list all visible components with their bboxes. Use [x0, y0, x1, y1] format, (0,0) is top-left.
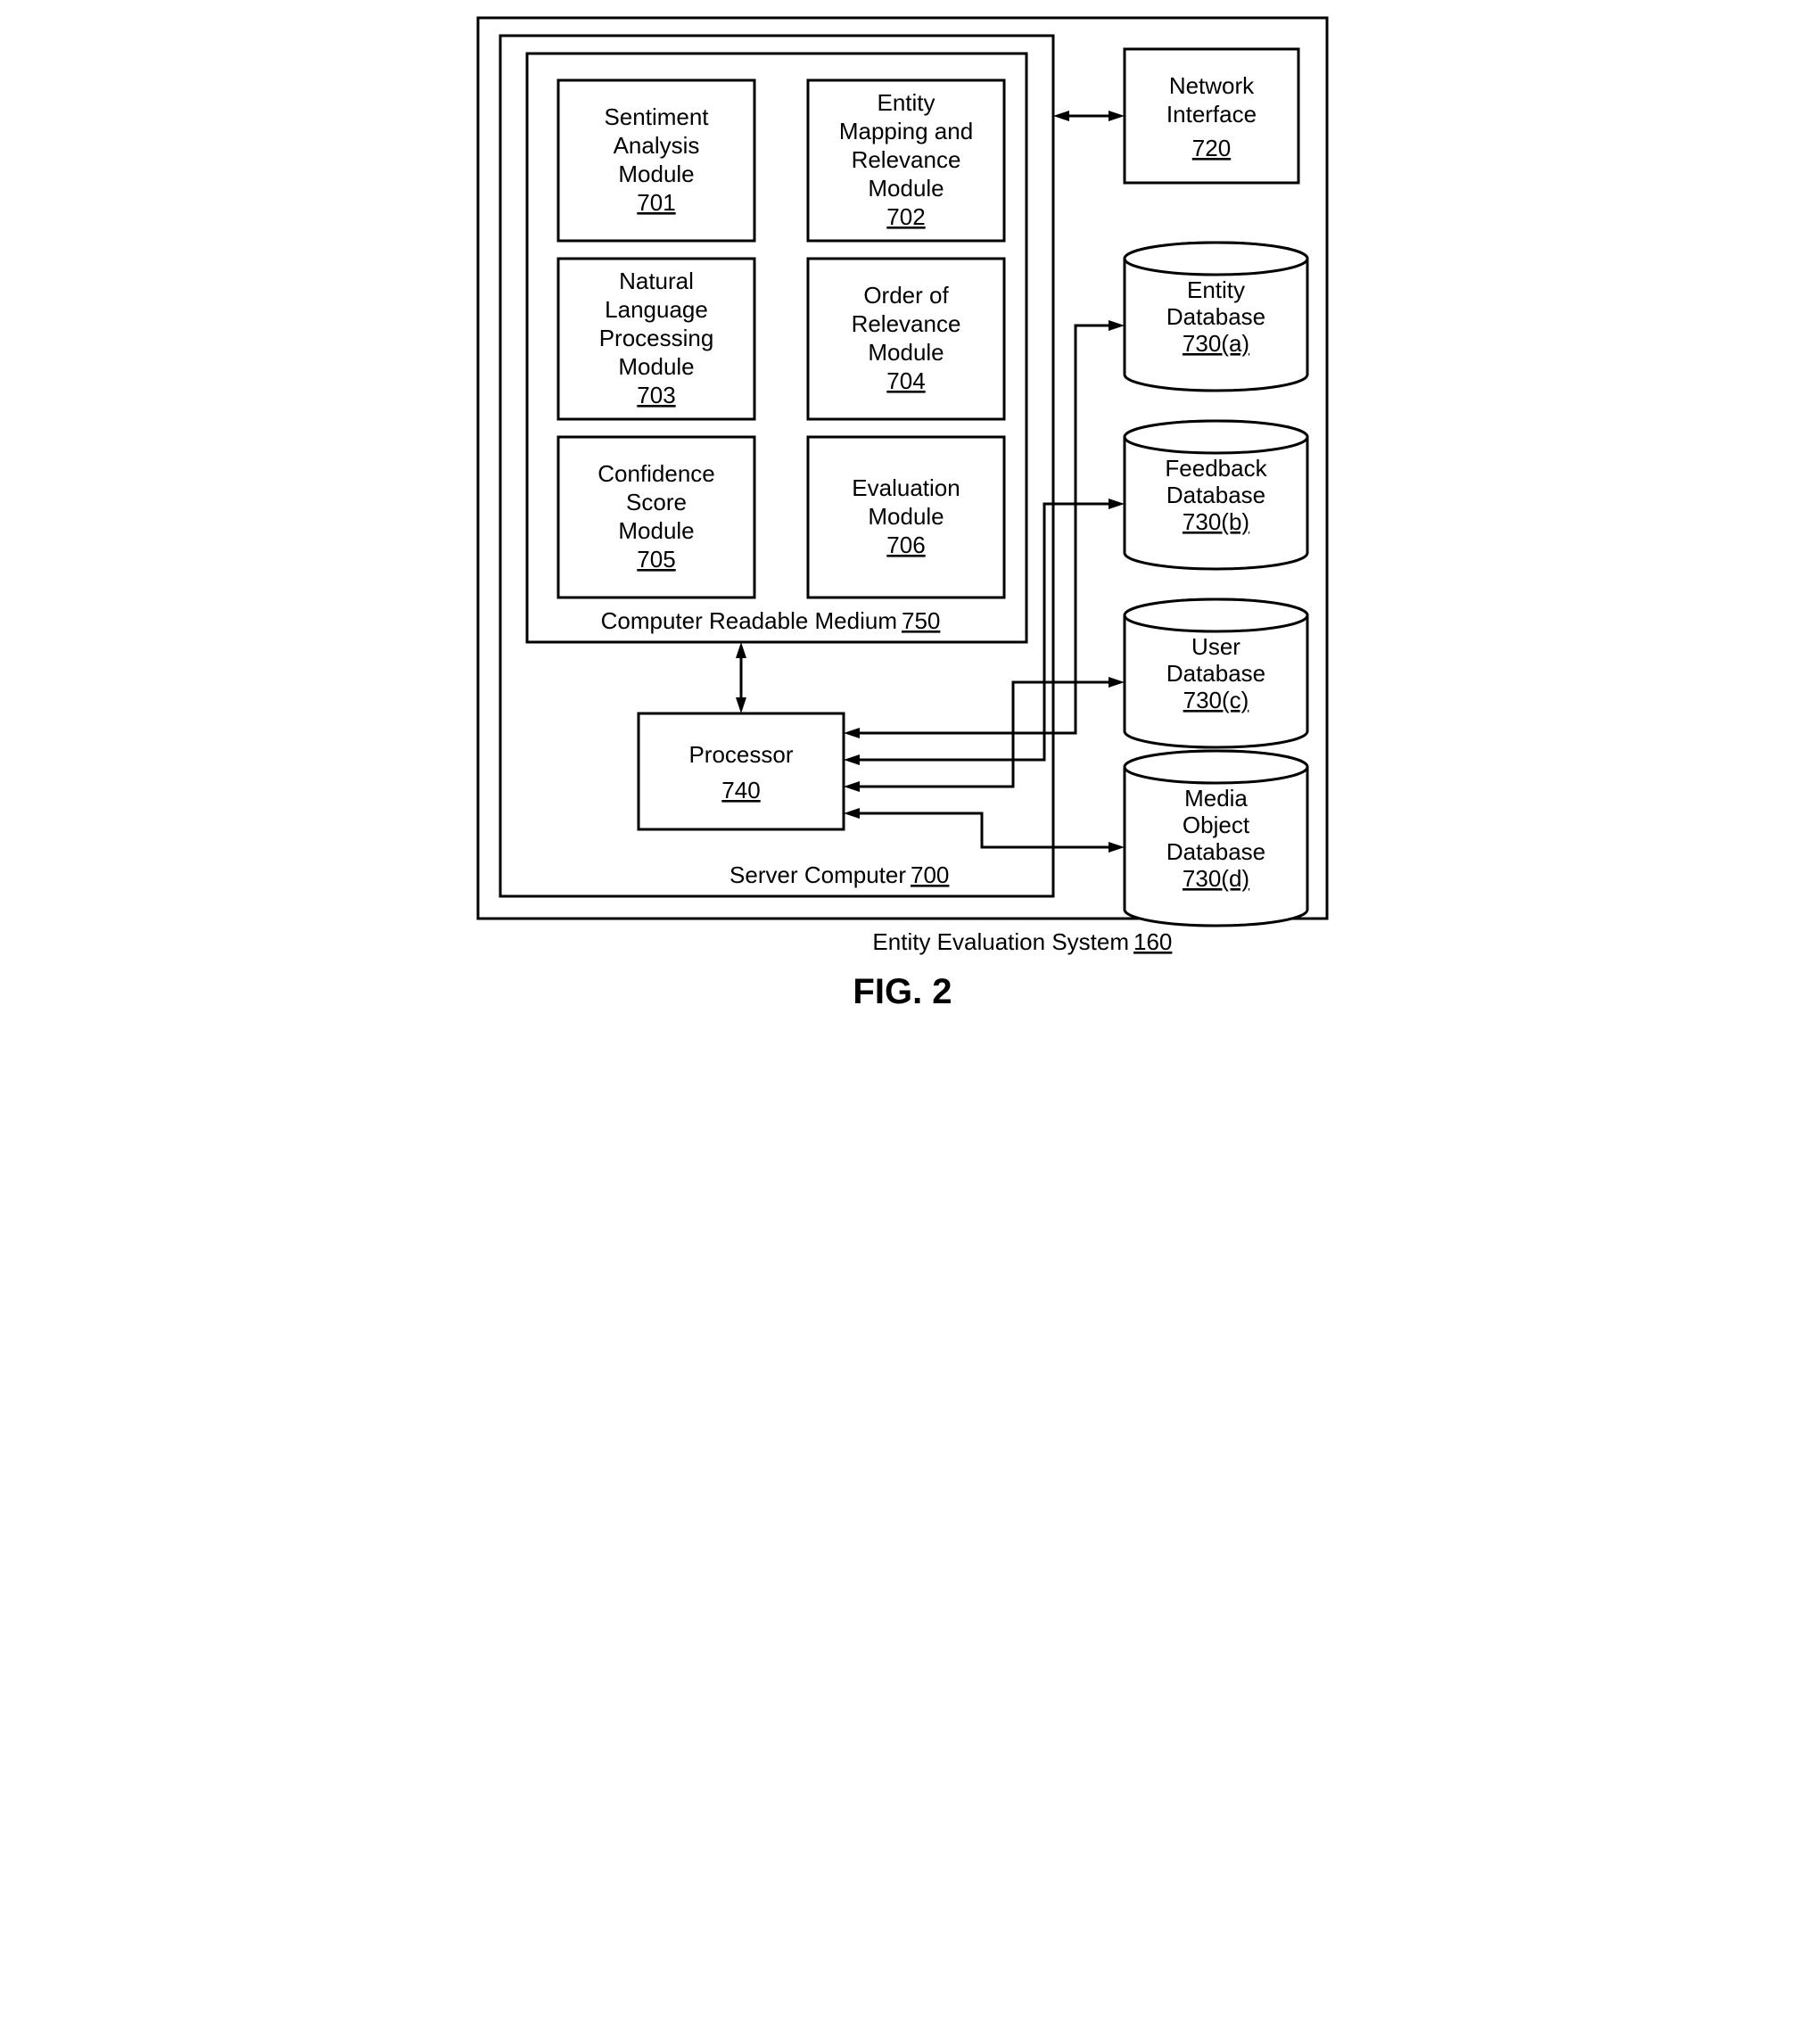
- server-label: Server Computer: [729, 861, 906, 888]
- db-num: 730(b): [1183, 508, 1249, 535]
- module-label: Processing: [599, 325, 714, 351]
- db-label: Database: [1166, 660, 1265, 687]
- module-label: Module: [618, 517, 694, 544]
- system-label: Entity Evaluation System: [872, 928, 1129, 955]
- module-label: Confidence: [598, 460, 715, 487]
- module-label: Order of: [863, 282, 949, 309]
- module-num: 704: [886, 367, 925, 394]
- module-label: Language: [605, 296, 708, 323]
- network-label1: Network: [1169, 72, 1255, 99]
- db-label: Database: [1166, 838, 1265, 865]
- crm-label: Computer Readable Medium: [601, 607, 897, 634]
- module-label: Module: [618, 161, 694, 187]
- network-num: 720: [1192, 135, 1231, 161]
- db-label: Entity: [1187, 276, 1245, 303]
- db-label: Media: [1184, 785, 1248, 812]
- network-label2: Interface: [1166, 101, 1257, 128]
- server-num: 700: [911, 861, 949, 888]
- db-label: User: [1191, 633, 1240, 660]
- diagram-canvas: Entity Evaluation System 160 Server Compu…: [451, 0, 1354, 1022]
- module-label: Natural: [619, 268, 694, 294]
- module-label: Module: [618, 353, 694, 380]
- processor-box: [639, 713, 844, 829]
- figure-label: FIG. 2: [853, 972, 952, 1011]
- db-num: 730(d): [1183, 865, 1249, 892]
- module-label: Module: [868, 503, 944, 530]
- module-num: 702: [886, 203, 925, 230]
- module-label: Evaluation: [852, 474, 960, 501]
- db-num: 730(c): [1183, 687, 1249, 713]
- module-label: Relevance: [852, 310, 961, 337]
- module-label: Relevance: [852, 146, 961, 173]
- module-label: Sentiment: [604, 103, 709, 130]
- module-label: Mapping and: [839, 118, 973, 144]
- db-label: Feedback: [1165, 455, 1267, 482]
- crm-num: 750: [902, 607, 940, 634]
- db-label: Database: [1166, 482, 1265, 508]
- db-label: Object: [1183, 812, 1250, 838]
- system-num: 160: [1133, 928, 1172, 955]
- module-label: Module: [868, 175, 944, 202]
- module-label: Module: [868, 339, 944, 366]
- db-num: 730(a): [1183, 330, 1249, 357]
- module-label: Score: [626, 489, 687, 515]
- module-num: 703: [637, 382, 675, 408]
- module-num: 701: [637, 189, 675, 216]
- module-num: 706: [886, 532, 925, 558]
- module-num: 705: [637, 546, 675, 573]
- processor-num: 740: [721, 777, 760, 804]
- processor-label: Processor: [688, 741, 793, 768]
- module-label: Entity: [877, 89, 935, 116]
- db-label: Database: [1166, 303, 1265, 330]
- module-label: Analysis: [614, 132, 700, 159]
